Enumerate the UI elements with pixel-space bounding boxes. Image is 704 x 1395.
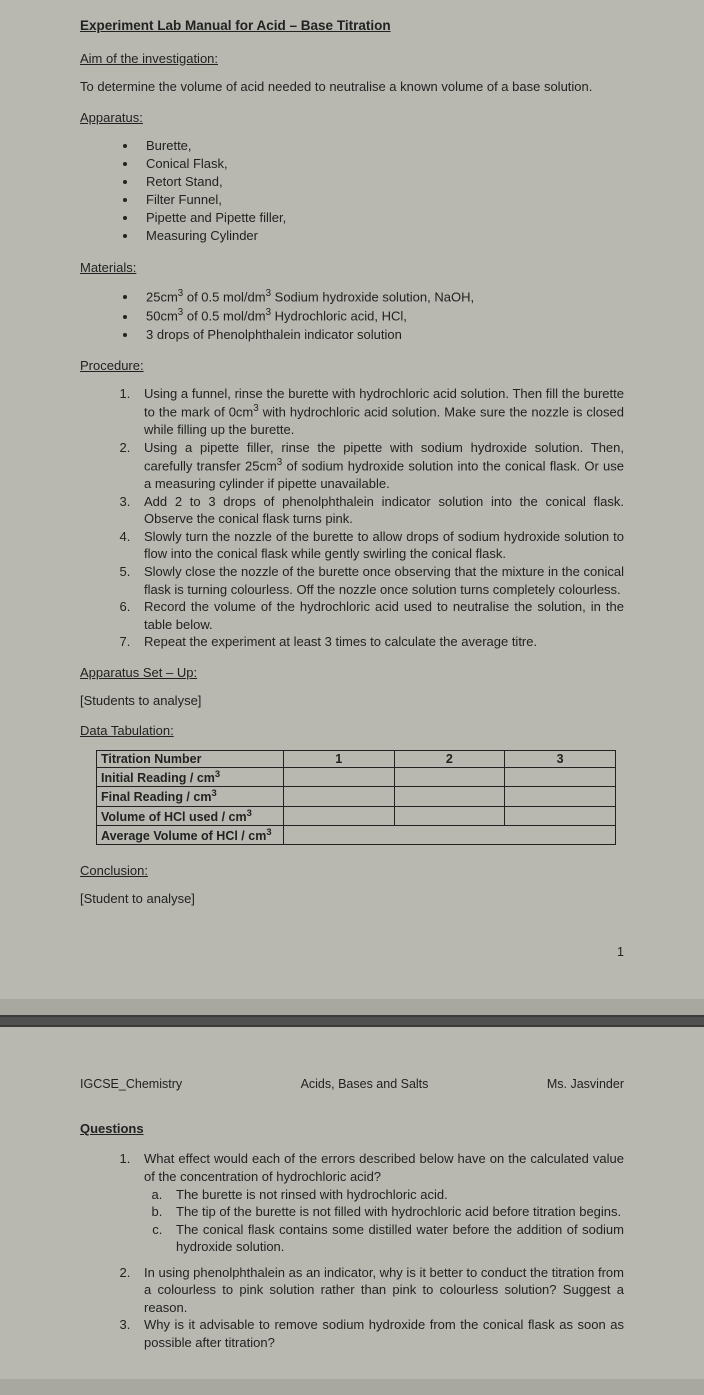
list-item: Why is it advisable to remove sodium hyd… xyxy=(134,1316,624,1351)
materials-heading: Materials: xyxy=(80,260,624,275)
list-item: Measuring Cylinder xyxy=(138,227,624,245)
list-item: The tip of the burette is not filled wit… xyxy=(166,1203,624,1221)
teacher-label: Ms. Jasvinder xyxy=(547,1077,624,1091)
doc-title: Experiment Lab Manual for Acid – Base Ti… xyxy=(80,18,624,33)
list-item: Repeat the experiment at least 3 times t… xyxy=(134,633,624,651)
table-row: Final Reading / cm3 xyxy=(97,787,616,806)
page-header: IGCSE_Chemistry Acids, Bases and Salts M… xyxy=(80,1077,624,1091)
list-item: Record the volume of the hydrochloric ac… xyxy=(134,598,624,633)
list-item: Retort Stand, xyxy=(138,173,624,191)
questions-heading: Questions xyxy=(80,1121,624,1136)
conclusion-text: [Student to analyse] xyxy=(80,890,624,908)
table-cell: 1 xyxy=(283,751,394,768)
list-item: Burette, xyxy=(138,137,624,155)
page-2: IGCSE_Chemistry Acids, Bases and Salts M… xyxy=(0,1027,704,1379)
list-item: Pipette and Pipette filler, xyxy=(138,209,624,227)
list-item: 50cm3 of 0.5 mol/dm3 Hydrochloric acid, … xyxy=(138,306,624,326)
table-cell: Titration Number xyxy=(97,751,284,768)
materials-list: 25cm3 of 0.5 mol/dm3 Sodium hydroxide so… xyxy=(80,287,624,344)
list-item: In using phenolphthalein as an indicator… xyxy=(134,1264,624,1317)
table-cell: Average Volume of HCl / cm3 xyxy=(97,825,284,844)
table-cell: 2 xyxy=(394,751,505,768)
table-cell: 3 xyxy=(505,751,616,768)
list-item: Using a funnel, rinse the burette with h… xyxy=(134,385,624,439)
list-item: The burette is not rinsed with hydrochlo… xyxy=(166,1186,624,1204)
procedure-list: Using a funnel, rinse the burette with h… xyxy=(80,385,624,651)
list-item: Filter Funnel, xyxy=(138,191,624,209)
table-row: Initial Reading / cm3 xyxy=(97,768,616,787)
aim-text: To determine the volume of acid needed t… xyxy=(80,78,624,96)
conclusion-heading: Conclusion: xyxy=(80,863,624,878)
course-label: IGCSE_Chemistry xyxy=(80,1077,182,1091)
list-item: Using a pipette filler, rinse the pipett… xyxy=(134,439,624,493)
table-row: Average Volume of HCl / cm3 xyxy=(97,825,616,844)
tabulation-heading: Data Tabulation: xyxy=(80,723,624,738)
aim-heading: Aim of the investigation: xyxy=(80,51,624,66)
topic-label: Acids, Bases and Salts xyxy=(301,1077,429,1091)
list-item: The conical flask contains some distille… xyxy=(166,1221,624,1256)
table-cell: Volume of HCl used / cm3 xyxy=(97,806,284,825)
setup-heading: Apparatus Set – Up: xyxy=(80,665,624,680)
data-table: Titration Number 1 2 3 Initial Reading /… xyxy=(96,750,616,845)
list-item: Conical Flask, xyxy=(138,155,624,173)
list-item: Add 2 to 3 drops of phenolphthalein indi… xyxy=(134,493,624,528)
apparatus-heading: Apparatus: xyxy=(80,110,624,125)
setup-text: [Students to analyse] xyxy=(80,692,624,710)
table-cell: Initial Reading / cm3 xyxy=(97,768,284,787)
table-row: Volume of HCl used / cm3 xyxy=(97,806,616,825)
list-item: 3 drops of Phenolphthalein indicator sol… xyxy=(138,326,624,344)
page-1: Experiment Lab Manual for Acid – Base Ti… xyxy=(0,0,704,999)
list-item: 25cm3 of 0.5 mol/dm3 Sodium hydroxide so… xyxy=(138,287,624,307)
questions-list: What effect would each of the errors des… xyxy=(80,1150,624,1351)
procedure-heading: Procedure: xyxy=(80,358,624,373)
table-cell: Final Reading / cm3 xyxy=(97,787,284,806)
page-divider xyxy=(0,1015,704,1027)
list-item: Slowly close the nozzle of the burette o… xyxy=(134,563,624,598)
table-row: Titration Number 1 2 3 xyxy=(97,751,616,768)
apparatus-list: Burette, Conical Flask, Retort Stand, Fi… xyxy=(80,137,624,246)
list-item: What effect would each of the errors des… xyxy=(134,1150,624,1255)
list-item: Slowly turn the nozzle of the burette to… xyxy=(134,528,624,563)
sub-list: The burette is not rinsed with hydrochlo… xyxy=(144,1186,624,1256)
page-number: 1 xyxy=(80,945,624,959)
